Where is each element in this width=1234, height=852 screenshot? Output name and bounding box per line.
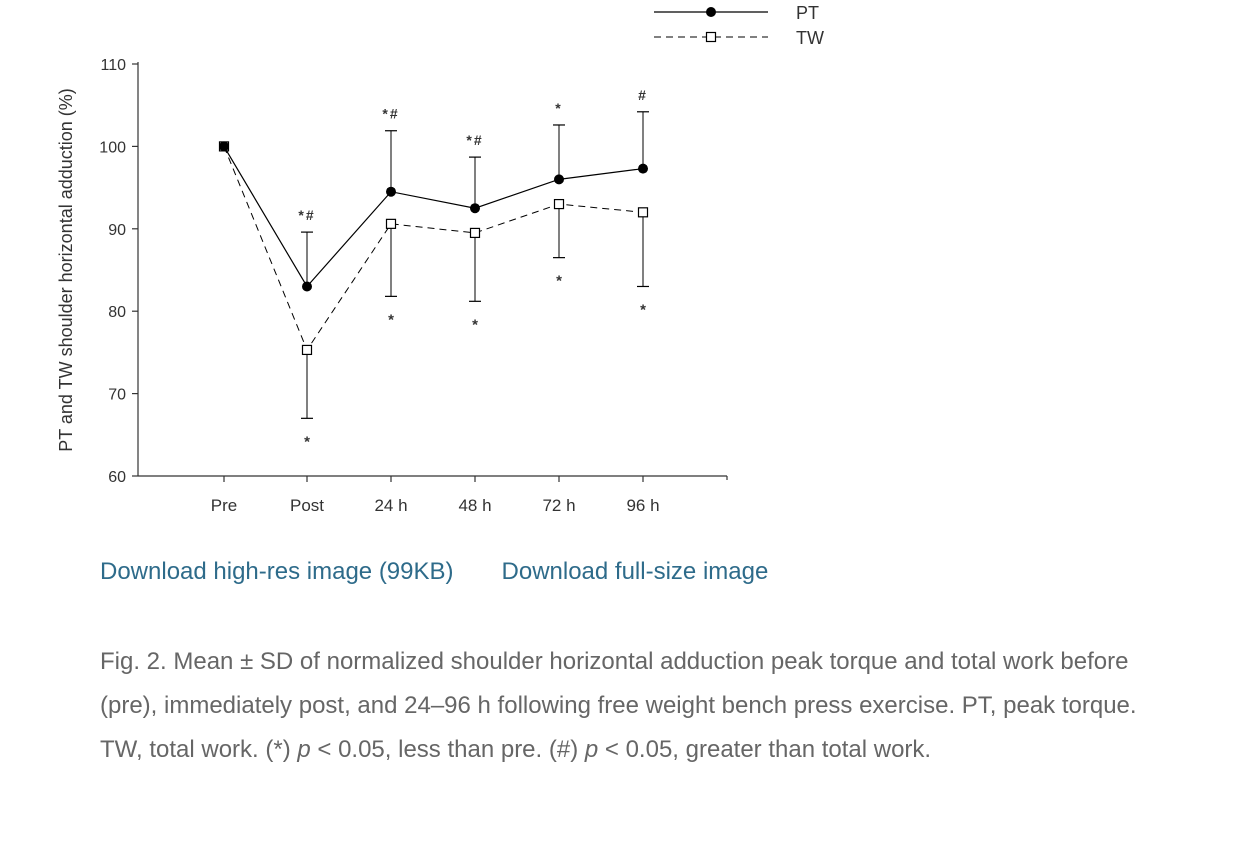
x-tick-label: Post — [290, 496, 324, 515]
x-tick-label: 72 h — [542, 496, 575, 515]
significance-marker-tw: * — [556, 273, 562, 290]
significance-marker-pt: *# — [298, 207, 315, 223]
significance-marker-tw: * — [640, 301, 646, 318]
y-tick-label: 110 — [100, 57, 126, 74]
data-point-tw — [385, 218, 397, 229]
significance-marker-pt: *# — [382, 106, 399, 122]
data-point-tw — [469, 227, 481, 239]
data-point-tw — [637, 207, 649, 218]
chart-figure: 60 70 80 90 100 110 Pre Post 24 h 48 h 72 h 96 h PT … — [56, 3, 824, 515]
download-fullsize-link[interactable]: Download full-size image — [501, 558, 769, 585]
data-point-pt — [386, 186, 396, 197]
y-tick-label: 90 — [108, 222, 126, 239]
significance-marker-tw: * — [472, 316, 478, 333]
download-hires-link[interactable]: Download high-res image (99KB) — [100, 558, 454, 585]
data-point-pt — [638, 163, 648, 174]
x-tick-label: Pre — [211, 496, 237, 515]
data-point-pt — [219, 141, 229, 152]
significance-marker-tw: * — [304, 433, 310, 450]
caption-text-1: Fig. 2. Mean ± SD of normalized shoulder… — [100, 648, 1137, 763]
caption-text-3: < 0.05, greater than total work. — [598, 736, 932, 763]
significance-marker-pt: *# — [466, 132, 483, 148]
download-links: Download high-res image (99KB) Download … — [100, 558, 768, 586]
y-axis-label: PT and TW shoulder horizontal adduction … — [56, 88, 76, 452]
series-line-tw — [223, 146, 644, 351]
figure-caption: Fig. 2. Mean ± SD of normalized shoulder… — [100, 640, 1140, 772]
data-point-pt — [470, 203, 480, 214]
significance-marker-pt: * — [555, 100, 562, 116]
legend-label-tw: TW — [796, 28, 824, 48]
x-tick-label: 96 h — [626, 496, 659, 515]
y-tick-label: 60 — [108, 469, 126, 486]
y-tick-label: 100 — [99, 139, 126, 156]
legend-marker-pt — [706, 7, 716, 17]
caption-p-symbol-1: p — [297, 736, 311, 763]
significance-marker-tw: * — [388, 311, 394, 328]
y-tick-label: 80 — [108, 304, 126, 321]
legend-marker-tw — [705, 31, 717, 43]
legend-label-pt: PT — [796, 3, 819, 23]
caption-text-2: < 0.05, less than pre. (#) — [310, 736, 585, 763]
y-tick-label: 70 — [108, 387, 126, 404]
x-tick-label: 24 h — [374, 496, 407, 515]
caption-p-symbol-2: p — [584, 736, 599, 763]
data-point-pt — [554, 174, 564, 185]
significance-marker-pt: # — [638, 87, 648, 103]
data-point-tw — [301, 344, 313, 356]
data-point-tw — [553, 198, 565, 210]
x-tick-label: 48 h — [458, 496, 491, 515]
data-point-pt — [302, 281, 312, 292]
series-line-pt — [223, 146, 644, 288]
